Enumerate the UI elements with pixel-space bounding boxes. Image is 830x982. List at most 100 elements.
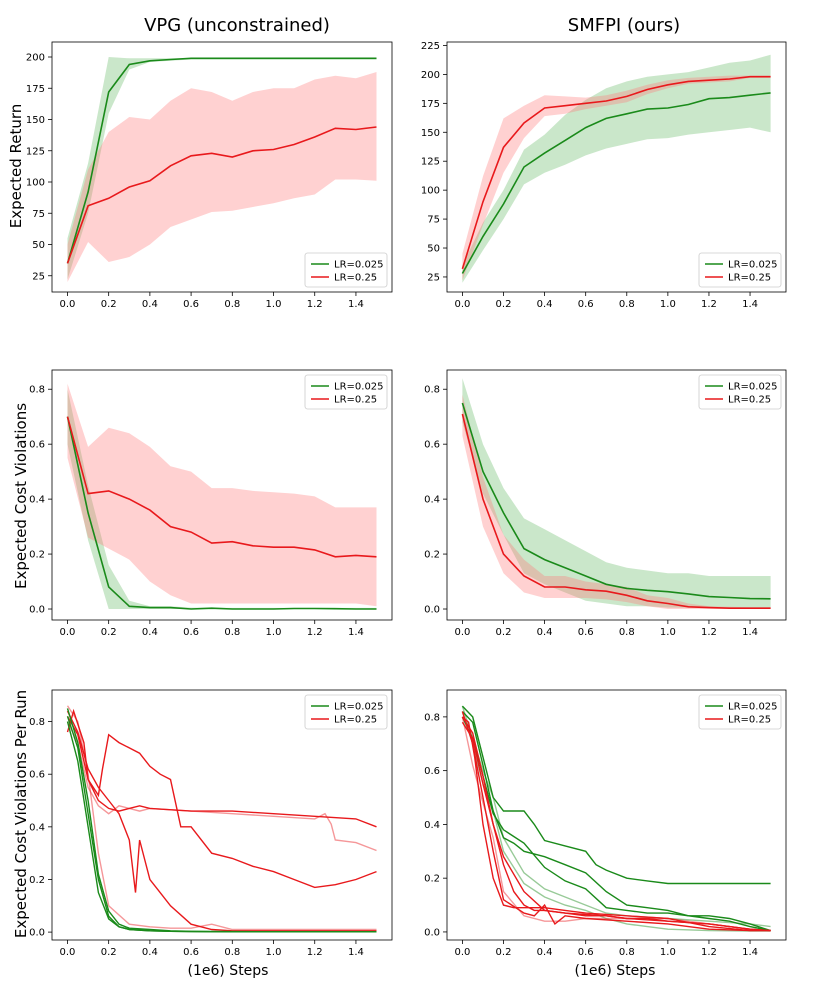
x-tick-label: 0.2 [496,947,512,958]
xlabel-smfpi: (1e6) Steps [575,963,656,979]
y-tick-label: 0.6 [29,770,45,781]
legend-label: LR=0.025 [334,702,384,713]
legend-label: LR=0.25 [728,395,771,406]
line-green [66,416,377,610]
x-tick-label: 1.0 [660,299,676,310]
x-tick-label: 0.8 [224,299,240,310]
y-tick-label: 175 [26,84,45,95]
run-line-red [66,710,377,932]
x-tick-label: 0.4 [537,627,553,638]
y-tick-label: 200 [26,53,45,64]
run-line-red [461,711,771,932]
y-tick-label: 125 [421,157,440,168]
x-tick-label: 1.0 [660,627,676,638]
x-tick-label: 1.2 [307,627,323,638]
axes-frame [51,369,393,621]
run-line-green [461,705,771,885]
axes-frame [51,689,393,941]
x-tick-label: 0.8 [619,299,635,310]
line-green [66,57,377,264]
line-red [66,126,377,264]
plot-area [66,57,377,282]
x-tick-label: 1.0 [660,947,676,958]
x-tick-label: 0.2 [496,627,512,638]
axes-frame [446,369,787,621]
col-title-smfpi: SMFPI (ours) [568,15,680,36]
legend: LR=0.025 LR=0.25 [304,252,388,288]
run-line-green [66,708,377,933]
y-tick-label: 50 [32,240,45,251]
run-line-red [66,705,377,931]
line-green [461,402,771,600]
legend-label: LR=0.025 [728,260,778,271]
legend-box [304,252,388,288]
y-tick-label: 0.2 [29,875,45,886]
plot-area [461,705,771,932]
y-tick-label: 0.4 [424,495,440,506]
x-tick-label: 1.4 [348,627,364,638]
x-tick-label: 1.2 [307,947,323,958]
x-tick-label: 1.2 [701,947,717,958]
y-tick-label: 0.8 [424,712,440,723]
legend-label: LR=0.25 [334,395,377,406]
y-tick-label: 125 [26,146,45,157]
x-tick-label: 0.4 [537,947,553,958]
row-ylabel-return: Expected Return [7,104,25,229]
row-ylabel-cost: Expected Cost Violations [12,403,30,589]
legend-box [698,252,782,288]
x-tick-label: 1.2 [307,299,323,310]
run-line-green [66,721,377,933]
axes-frame [446,41,787,293]
y-tick-label: 100 [26,178,45,189]
x-tick-label: 0.6 [183,947,199,958]
line-red [66,416,377,558]
y-tick-label: 0.2 [424,874,440,885]
legend-label: LR=0.025 [728,702,778,713]
chart-smfpi-runs: 0.0 0.2 0.4 0.6 0.8 1.0 1.2 1.4 0.0 0.2 0.4 0.6 0.8 L… [424,689,787,958]
x-tick-label: 0.6 [183,299,199,310]
x-tick-label: 0.0 [60,299,76,310]
y-tick-label: 0.8 [29,385,45,396]
line-red [461,75,771,270]
legend-box [304,694,388,730]
y-tick-label: 0.8 [29,717,45,728]
x-tick-label: 0.8 [619,627,635,638]
x-tick-label: 0.4 [142,627,158,638]
x-tick-label: 1.4 [348,947,364,958]
x-tick-label: 1.2 [701,627,717,638]
run-line-red [66,715,377,889]
legend-label: LR=0.25 [334,273,377,284]
x-tick-label: 1.0 [266,299,282,310]
x-tick-label: 0.6 [578,627,594,638]
y-tick-label: 150 [421,128,440,139]
x-tick-label: 1.0 [266,627,282,638]
axes-frame [51,41,393,293]
legend: LR=0.025 LR=0.25 [304,374,388,410]
y-tick-label: 0.2 [424,550,440,561]
plot-area [461,378,771,610]
y-tick-label: 25 [32,271,45,282]
x-tick-label: 0.4 [142,299,158,310]
y-tick-label: 50 [427,244,440,255]
legend: LR=0.025 LR=0.25 [698,694,782,730]
x-tick-label: 0.4 [142,947,158,958]
band-red [67,72,377,282]
x-tick-label: 0.0 [60,947,76,958]
line-red [461,413,771,610]
legend-label: LR=0.25 [728,273,771,284]
run-line-red [66,721,377,852]
legend: LR=0.025 LR=0.25 [698,252,782,288]
plot-area [66,705,377,933]
run-line-green [461,716,771,932]
y-tick-label: 75 [427,215,440,226]
y-tick-label: 75 [32,209,45,220]
run-line-green [461,711,771,932]
y-tick-label: 0.6 [424,440,440,451]
run-line-green [461,705,771,928]
x-tick-label: 0.0 [454,627,470,638]
row-ylabel-cost-per-run: Expected Cost Violations Per Run [12,690,30,938]
x-tick-label: 0.2 [101,299,117,310]
x-tick-label: 0.0 [60,627,76,638]
plot-area [66,383,377,610]
x-tick-label: 0.8 [224,947,240,958]
